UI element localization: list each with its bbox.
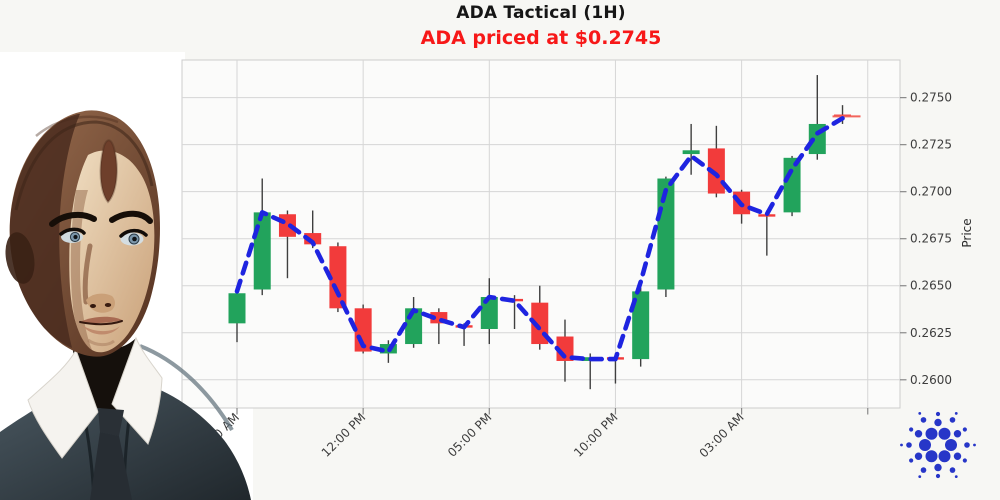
ear-panel: [5, 232, 35, 284]
mouth-line: [79, 320, 123, 326]
chart-title: ADA Tactical (1H): [456, 3, 626, 23]
upper-lip: [80, 316, 122, 324]
cardano-logo-dot: [949, 467, 956, 473]
candle-body: [783, 157, 801, 213]
y-tick-label: 0.2750: [910, 91, 952, 105]
shirt-collar-right: [111, 336, 163, 445]
moving-average-line: [234, 116, 845, 362]
y-tick-label: 0.2700: [910, 185, 952, 199]
cardano-logo-dot: [949, 417, 956, 423]
cardano-logo-dot: [918, 411, 922, 415]
nostril-right: [104, 303, 112, 307]
y-tick-label: 0.2725: [910, 138, 952, 152]
cardano-logo-dot: [962, 458, 967, 463]
cardano-logo-dot: [914, 452, 923, 460]
left-eye: [59, 227, 86, 243]
cardano-logo-dot: [953, 430, 962, 438]
cardano-logo-dot: [925, 427, 938, 440]
cardano-logo-dot: [919, 439, 931, 451]
shirt-collar-left: [27, 348, 99, 459]
cardano-logo-dot: [954, 475, 958, 479]
y-tick-label: 0.2625: [910, 326, 952, 340]
plot-area: [181, 59, 901, 409]
skull-teardrop-panel: [99, 139, 118, 204]
candle-body: [657, 178, 675, 290]
tie: [90, 432, 132, 500]
lower-lip: [82, 325, 120, 335]
cardano-logo-dot: [935, 473, 941, 479]
cardano-logo-dot: [920, 417, 927, 423]
x-tick-label: 10:00 PM: [571, 410, 620, 459]
right-eye: [119, 228, 148, 246]
chart-header: ADA Tactical (1H) ADA priced at $0.2745: [182, 0, 900, 49]
cardano-logo-dot: [954, 411, 958, 415]
cardano-logo-dot: [945, 439, 957, 451]
cardano-logo-dot: [964, 442, 970, 448]
y-axis-label: Price: [960, 218, 974, 248]
cardano-logo-dot: [934, 463, 942, 472]
cardano-logo-dot: [925, 450, 938, 463]
cardano-logo-dot: [909, 458, 914, 463]
cardano-logo-dot: [938, 450, 951, 463]
suit-shoulder-highlight: [139, 344, 234, 432]
candle-body: [430, 312, 448, 324]
candle-body: [682, 150, 700, 155]
cardano-logo-dot: [934, 418, 942, 427]
cardano-logo: [900, 411, 976, 479]
tie-knot: [98, 408, 124, 436]
x-tick-label: 03:00 AM: [697, 410, 747, 460]
candle-body: [304, 233, 322, 245]
chin-crease: [87, 338, 115, 347]
cardano-logo-dot: [938, 427, 951, 440]
cardano-logo-dot: [914, 430, 923, 438]
x-tick-label: 05:00 PM: [445, 410, 494, 459]
y-tick-label: 0.2675: [910, 232, 952, 246]
y-tick-label: 0.2600: [910, 373, 952, 387]
chart-subtitle: ADA priced at $0.2745: [420, 27, 662, 49]
cardano-logo-dot: [906, 442, 912, 448]
cardano-logo-dot: [962, 427, 967, 432]
robot-avatar-image: [0, 110, 251, 500]
nostril-left: [90, 304, 96, 308]
candle-body: [329, 246, 347, 309]
candle-body: [480, 297, 498, 329]
cardano-logo-dot: [973, 443, 976, 447]
cardano-logo-dot: [935, 411, 941, 417]
left-eyebrow: [49, 211, 97, 227]
skull-seam-crown: [14, 120, 154, 211]
cardano-logo-dot: [918, 475, 922, 479]
candle-body: [228, 293, 246, 324]
cardano-logo-dot: [953, 452, 962, 460]
nose-bridge-shadow: [82, 243, 93, 305]
skull-seam-top: [35, 115, 119, 137]
cardano-logo-dot: [909, 427, 914, 432]
right-eyebrow: [109, 210, 153, 224]
candle-body: [632, 291, 650, 360]
cardano-logo-dot: [900, 443, 903, 447]
y-tick-label: 0.2650: [910, 279, 952, 293]
cardano-logo-dot: [920, 467, 927, 473]
x-tick-label: 12:00 PM: [319, 410, 368, 459]
